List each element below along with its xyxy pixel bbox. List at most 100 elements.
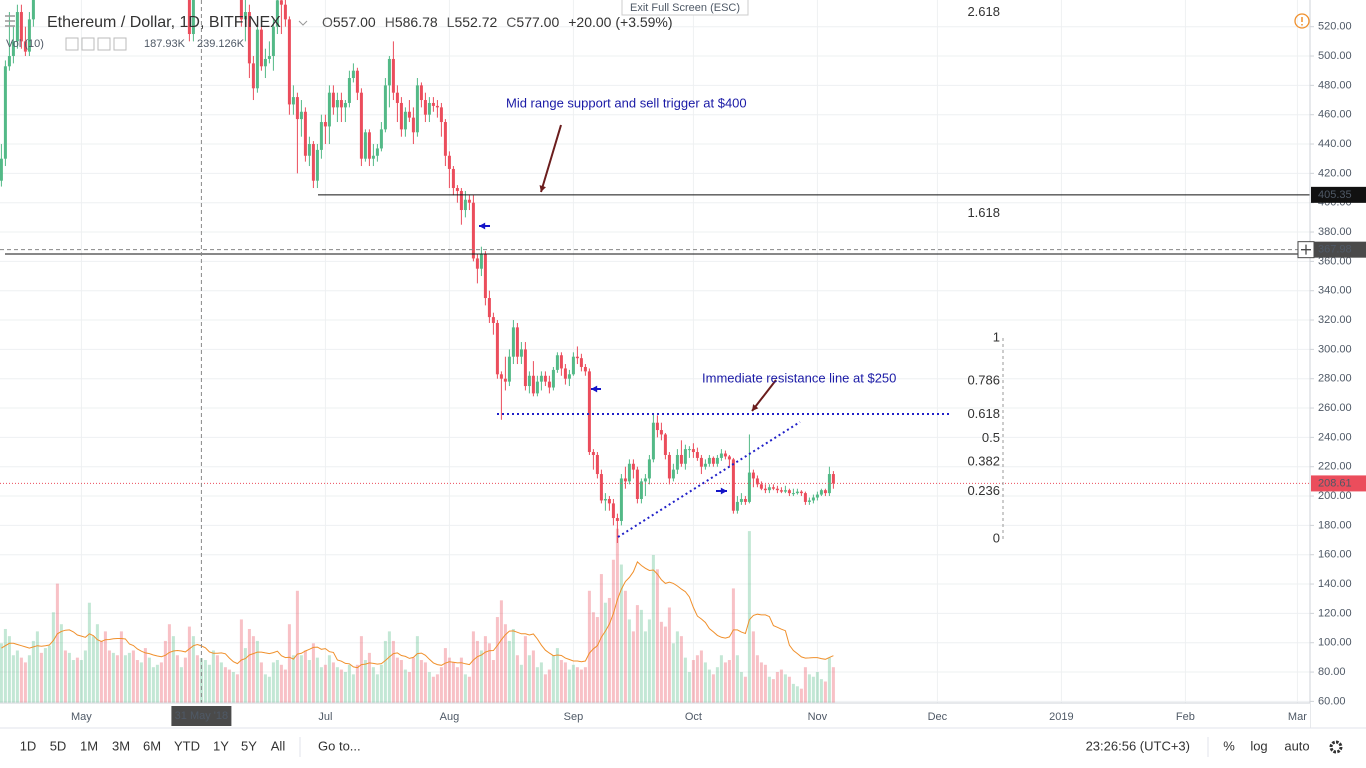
volume-bar [719, 655, 723, 703]
candle-body [703, 463, 707, 467]
candle-body [439, 107, 443, 123]
candle-body [691, 449, 695, 453]
x-tick-label: May [71, 711, 92, 723]
y-tick-label: 520.00 [1318, 21, 1352, 33]
candle-body [327, 92, 331, 127]
volume-bar [751, 631, 755, 703]
scale-option[interactable]: auto [1284, 738, 1309, 753]
volume-bar [727, 660, 731, 703]
candle-body [499, 374, 503, 379]
scale-option[interactable]: log [1250, 738, 1267, 753]
range-button[interactable]: 3M [112, 738, 130, 753]
price-line-box [1311, 186, 1366, 203]
y-tick-label: 300.00 [1318, 343, 1352, 355]
volume-bar [331, 662, 335, 703]
volume-bar [435, 674, 439, 703]
volume-bar [403, 669, 407, 703]
volume-bar [803, 667, 807, 703]
chart-title: Ethereum / Dollar, 1D, BITFINEX [47, 14, 281, 31]
candle-body [819, 490, 823, 495]
last-price-box [1311, 475, 1366, 492]
range-button[interactable]: 6M [143, 738, 161, 753]
volume-bar [755, 655, 759, 703]
volume-bar [595, 617, 599, 703]
range-button[interactable]: 5Y [241, 738, 257, 753]
candle-body [351, 70, 355, 79]
range-button[interactable]: 1D [20, 738, 37, 753]
volume-bar [439, 667, 443, 703]
volume-bar [227, 669, 231, 703]
candle-body [775, 488, 779, 491]
volume-bar [75, 657, 79, 703]
volume-bar [63, 650, 67, 703]
volume-bar [519, 664, 523, 703]
volume-bar [27, 655, 31, 703]
candle-body [603, 498, 607, 501]
candle-body [519, 349, 523, 357]
volume-bar [383, 640, 387, 703]
volume-bar [551, 655, 555, 703]
legend-button[interactable] [97, 37, 111, 51]
candle-body [643, 478, 647, 482]
volume-bar [659, 621, 663, 703]
volume-bar [651, 554, 655, 703]
candle-body [275, 0, 279, 27]
volume-ma-value: 239.126K [197, 38, 245, 50]
legend-button[interactable] [65, 37, 79, 51]
range-button[interactable]: All [271, 738, 286, 753]
legend-button[interactable] [81, 37, 95, 51]
dropdown-icon [298, 20, 308, 26]
range-button[interactable]: 5D [50, 738, 67, 753]
y-tick-label: 220.00 [1318, 461, 1352, 473]
candle-body [239, 0, 243, 20]
volume-bar [239, 619, 243, 703]
volume-bar [607, 597, 611, 703]
fib-label: 0.5 [982, 430, 1000, 445]
candle-body [443, 122, 447, 156]
arrow-head [752, 404, 759, 411]
candle-body [663, 434, 667, 455]
alert-icon[interactable] [1294, 13, 1310, 29]
volume-bar [347, 664, 351, 703]
candle-body [795, 491, 799, 494]
volume-bar [811, 676, 815, 703]
volume-bar [175, 655, 179, 703]
candle-body [475, 258, 479, 269]
range-button[interactable]: YTD [174, 738, 200, 753]
range-button[interactable]: 1Y [213, 738, 229, 753]
range-button[interactable]: 1M [80, 738, 98, 753]
volume-bar [499, 600, 503, 703]
candle-body [827, 474, 831, 494]
settings-icon[interactable] [1329, 740, 1343, 754]
volume-bar [615, 528, 619, 703]
y-tick-label: 460.00 [1318, 109, 1352, 121]
candle-body [639, 481, 643, 499]
volume-bar [783, 674, 787, 703]
goto-button[interactable]: Go to... [318, 738, 361, 753]
candle-body [451, 168, 455, 189]
candle-body [295, 97, 299, 120]
volume-bar [399, 660, 403, 703]
candle-body [727, 456, 731, 460]
volume-bar [767, 676, 771, 703]
volume-bar [231, 671, 235, 703]
volume-bar [603, 602, 607, 703]
volume-bar [663, 626, 667, 703]
volume-bar [123, 655, 127, 703]
candle-body [655, 422, 659, 431]
volume-bar [295, 590, 299, 703]
volume-bar [107, 650, 111, 703]
volume-bar [147, 657, 151, 703]
volume-bar [183, 657, 187, 703]
volume-bar [11, 655, 15, 703]
candle-body [515, 327, 519, 357]
annotation: Mid range support and sell trigger at $4… [506, 95, 747, 110]
scale-option[interactable]: % [1223, 738, 1235, 753]
ohlc-legend: O557.00 H586.78 L552.72 C577.00 +20.00 (+3.5… [322, 14, 673, 30]
volume-bar [171, 636, 175, 703]
legend-button[interactable] [113, 37, 127, 51]
y-tick-label: 80.00 [1318, 666, 1346, 678]
candle-body [379, 129, 383, 149]
volume-bar [599, 574, 603, 703]
volume-bar [647, 619, 651, 703]
